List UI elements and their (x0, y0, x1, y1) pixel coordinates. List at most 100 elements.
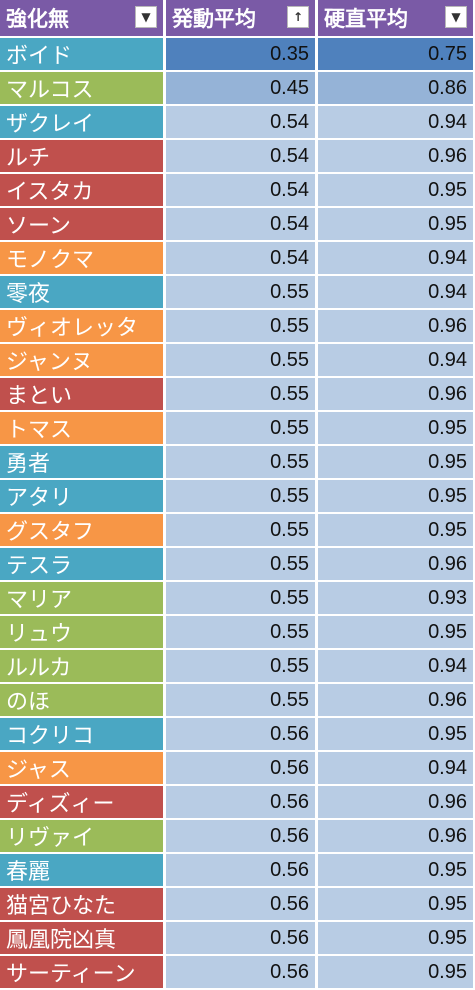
activation-average-cell[interactable]: 0.56 (166, 854, 315, 886)
table-row[interactable]: グスタフ 0.55 0.95 (0, 514, 475, 548)
activation-average-cell[interactable]: 0.55 (166, 480, 315, 512)
stiffness-average-cell[interactable]: 0.94 (318, 276, 473, 308)
table-row[interactable]: ボイド 0.35 0.75 (0, 38, 475, 72)
character-name-cell[interactable]: テスラ (0, 548, 163, 580)
character-name-cell[interactable]: モノクマ (0, 242, 163, 274)
table-row[interactable]: サーティーン 0.56 0.95 (0, 956, 475, 990)
activation-average-cell[interactable]: 0.56 (166, 718, 315, 750)
stiffness-average-cell[interactable]: 0.95 (318, 956, 473, 988)
stiffness-average-cell[interactable]: 0.94 (318, 344, 473, 376)
character-name-cell[interactable]: 春麗 (0, 854, 163, 886)
activation-average-cell[interactable]: 0.56 (166, 786, 315, 818)
stiffness-average-cell[interactable]: 0.95 (318, 854, 473, 886)
character-name-cell[interactable]: イスタカ (0, 174, 163, 206)
activation-average-cell[interactable]: 0.54 (166, 140, 315, 172)
character-name-cell[interactable]: ディズィー (0, 786, 163, 818)
activation-average-cell[interactable]: 0.54 (166, 106, 315, 138)
stiffness-average-cell[interactable]: 0.96 (318, 684, 473, 716)
stiffness-average-cell[interactable]: 0.95 (318, 480, 473, 512)
table-row[interactable]: リヴァイ 0.56 0.96 (0, 820, 475, 854)
table-row[interactable]: ソーン 0.54 0.95 (0, 208, 475, 242)
character-name-cell[interactable]: ルチ (0, 140, 163, 172)
table-row[interactable]: アタリ 0.55 0.95 (0, 480, 475, 514)
activation-average-cell[interactable]: 0.55 (166, 276, 315, 308)
table-row[interactable]: リュウ 0.55 0.95 (0, 616, 475, 650)
activation-average-cell[interactable]: 0.55 (166, 446, 315, 478)
activation-average-cell[interactable]: 0.55 (166, 582, 315, 614)
table-row[interactable]: のほ 0.55 0.96 (0, 684, 475, 718)
stiffness-average-cell[interactable]: 0.95 (318, 616, 473, 648)
column-header-activation-average[interactable]: 発動平均 ↑ (166, 0, 315, 36)
character-name-cell[interactable]: マルコス (0, 72, 163, 104)
activation-average-cell[interactable]: 0.54 (166, 174, 315, 206)
activation-average-cell[interactable]: 0.56 (166, 820, 315, 852)
character-name-cell[interactable]: ボイド (0, 38, 163, 70)
stiffness-average-cell[interactable]: 0.93 (318, 582, 473, 614)
activation-average-cell[interactable]: 0.54 (166, 242, 315, 274)
activation-average-cell[interactable]: 0.45 (166, 72, 315, 104)
activation-average-cell[interactable]: 0.56 (166, 922, 315, 954)
table-row[interactable]: ヴィオレッタ 0.55 0.96 (0, 310, 475, 344)
filter-dropdown-icon[interactable]: ▼ (445, 6, 467, 28)
character-name-cell[interactable]: まとい (0, 378, 163, 410)
stiffness-average-cell[interactable]: 0.94 (318, 650, 473, 682)
column-header-name[interactable]: 強化無 ▼ (0, 0, 163, 36)
stiffness-average-cell[interactable]: 0.95 (318, 412, 473, 444)
table-row[interactable]: コクリコ 0.56 0.95 (0, 718, 475, 752)
table-row[interactable]: マリア 0.55 0.93 (0, 582, 475, 616)
table-row[interactable]: イスタカ 0.54 0.95 (0, 174, 475, 208)
activation-average-cell[interactable]: 0.35 (166, 38, 315, 70)
table-row[interactable]: 勇者 0.55 0.95 (0, 446, 475, 480)
stiffness-average-cell[interactable]: 0.96 (318, 820, 473, 852)
stiffness-average-cell[interactable]: 0.95 (318, 922, 473, 954)
activation-average-cell[interactable]: 0.55 (166, 378, 315, 410)
activation-average-cell[interactable]: 0.55 (166, 684, 315, 716)
stiffness-average-cell[interactable]: 0.96 (318, 310, 473, 342)
table-row[interactable]: ザクレイ 0.54 0.94 (0, 106, 475, 140)
table-row[interactable]: まとい 0.55 0.96 (0, 378, 475, 412)
activation-average-cell[interactable]: 0.56 (166, 956, 315, 988)
table-row[interactable]: ジャス 0.56 0.94 (0, 752, 475, 786)
character-name-cell[interactable]: 鳳凰院凶真 (0, 922, 163, 954)
table-row[interactable]: トマス 0.55 0.95 (0, 412, 475, 446)
activation-average-cell[interactable]: 0.54 (166, 208, 315, 240)
stiffness-average-cell[interactable]: 0.95 (318, 888, 473, 920)
stiffness-average-cell[interactable]: 0.94 (318, 752, 473, 784)
character-name-cell[interactable]: マリア (0, 582, 163, 614)
stiffness-average-cell[interactable]: 0.75 (318, 38, 473, 70)
activation-average-cell[interactable]: 0.55 (166, 616, 315, 648)
character-name-cell[interactable]: 猫宮ひなた (0, 888, 163, 920)
activation-average-cell[interactable]: 0.55 (166, 344, 315, 376)
activation-average-cell[interactable]: 0.56 (166, 888, 315, 920)
activation-average-cell[interactable]: 0.55 (166, 310, 315, 342)
character-name-cell[interactable]: 勇者 (0, 446, 163, 478)
table-row[interactable]: ルルカ 0.55 0.94 (0, 650, 475, 684)
character-name-cell[interactable]: リュウ (0, 616, 163, 648)
table-row[interactable]: ディズィー 0.56 0.96 (0, 786, 475, 820)
character-name-cell[interactable]: ソーン (0, 208, 163, 240)
character-name-cell[interactable]: のほ (0, 684, 163, 716)
character-name-cell[interactable]: ルルカ (0, 650, 163, 682)
table-row[interactable]: モノクマ 0.54 0.94 (0, 242, 475, 276)
activation-average-cell[interactable]: 0.56 (166, 752, 315, 784)
table-row[interactable]: 鳳凰院凶真 0.56 0.95 (0, 922, 475, 956)
activation-average-cell[interactable]: 0.55 (166, 412, 315, 444)
stiffness-average-cell[interactable]: 0.96 (318, 378, 473, 410)
activation-average-cell[interactable]: 0.55 (166, 514, 315, 546)
character-name-cell[interactable]: ジャス (0, 752, 163, 784)
character-name-cell[interactable]: トマス (0, 412, 163, 444)
stiffness-average-cell[interactable]: 0.86 (318, 72, 473, 104)
column-header-stiffness-average[interactable]: 硬直平均 ▼ (318, 0, 473, 36)
stiffness-average-cell[interactable]: 0.96 (318, 548, 473, 580)
table-row[interactable]: 猫宮ひなた 0.56 0.95 (0, 888, 475, 922)
stiffness-average-cell[interactable]: 0.95 (318, 446, 473, 478)
table-row[interactable]: ルチ 0.54 0.96 (0, 140, 475, 174)
sort-ascending-icon[interactable]: ↑ (287, 6, 309, 28)
stiffness-average-cell[interactable]: 0.94 (318, 106, 473, 138)
stiffness-average-cell[interactable]: 0.95 (318, 174, 473, 206)
table-row[interactable]: マルコス 0.45 0.86 (0, 72, 475, 106)
activation-average-cell[interactable]: 0.55 (166, 650, 315, 682)
character-name-cell[interactable]: ザクレイ (0, 106, 163, 138)
table-row[interactable]: ジャンヌ 0.55 0.94 (0, 344, 475, 378)
filter-dropdown-icon[interactable]: ▼ (135, 6, 157, 28)
